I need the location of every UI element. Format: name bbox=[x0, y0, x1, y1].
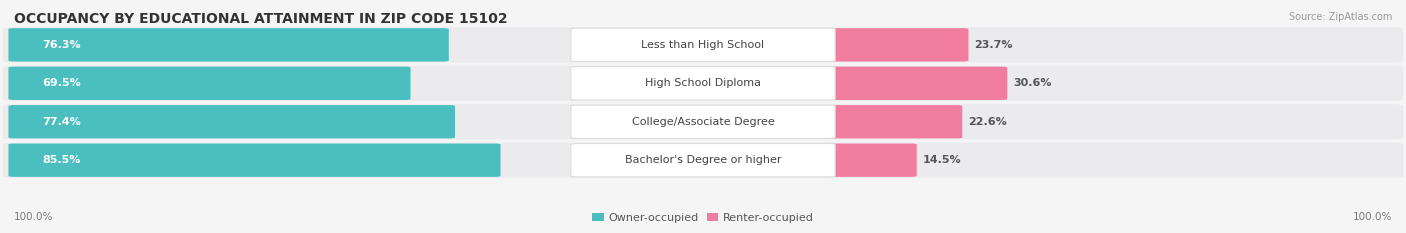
Text: 22.6%: 22.6% bbox=[967, 117, 1007, 127]
FancyBboxPatch shape bbox=[8, 67, 411, 100]
FancyBboxPatch shape bbox=[3, 66, 1403, 101]
FancyBboxPatch shape bbox=[571, 28, 835, 62]
Text: OCCUPANCY BY EDUCATIONAL ATTAINMENT IN ZIP CODE 15102: OCCUPANCY BY EDUCATIONAL ATTAINMENT IN Z… bbox=[14, 12, 508, 26]
FancyBboxPatch shape bbox=[571, 67, 835, 100]
Text: Less than High School: Less than High School bbox=[641, 40, 765, 50]
Legend: Owner-occupied, Renter-occupied: Owner-occupied, Renter-occupied bbox=[588, 209, 818, 227]
FancyBboxPatch shape bbox=[8, 28, 449, 62]
FancyBboxPatch shape bbox=[824, 67, 1007, 100]
Text: 100.0%: 100.0% bbox=[1353, 212, 1392, 222]
FancyBboxPatch shape bbox=[3, 143, 1403, 178]
FancyBboxPatch shape bbox=[3, 27, 1403, 62]
Text: 77.4%: 77.4% bbox=[42, 117, 82, 127]
Text: Source: ZipAtlas.com: Source: ZipAtlas.com bbox=[1288, 12, 1392, 22]
Text: 100.0%: 100.0% bbox=[14, 212, 53, 222]
FancyBboxPatch shape bbox=[3, 104, 1403, 139]
Text: High School Diploma: High School Diploma bbox=[645, 78, 761, 88]
FancyBboxPatch shape bbox=[571, 105, 835, 138]
Text: 23.7%: 23.7% bbox=[974, 40, 1012, 50]
Text: 69.5%: 69.5% bbox=[42, 78, 82, 88]
FancyBboxPatch shape bbox=[824, 105, 962, 138]
Text: Bachelor's Degree or higher: Bachelor's Degree or higher bbox=[624, 155, 782, 165]
Text: 14.5%: 14.5% bbox=[922, 155, 960, 165]
Text: 85.5%: 85.5% bbox=[42, 155, 80, 165]
FancyBboxPatch shape bbox=[8, 105, 456, 138]
Text: College/Associate Degree: College/Associate Degree bbox=[631, 117, 775, 127]
Text: 76.3%: 76.3% bbox=[42, 40, 80, 50]
Text: 30.6%: 30.6% bbox=[1012, 78, 1052, 88]
FancyBboxPatch shape bbox=[824, 28, 969, 62]
FancyBboxPatch shape bbox=[8, 144, 501, 177]
FancyBboxPatch shape bbox=[571, 144, 835, 177]
FancyBboxPatch shape bbox=[824, 144, 917, 177]
